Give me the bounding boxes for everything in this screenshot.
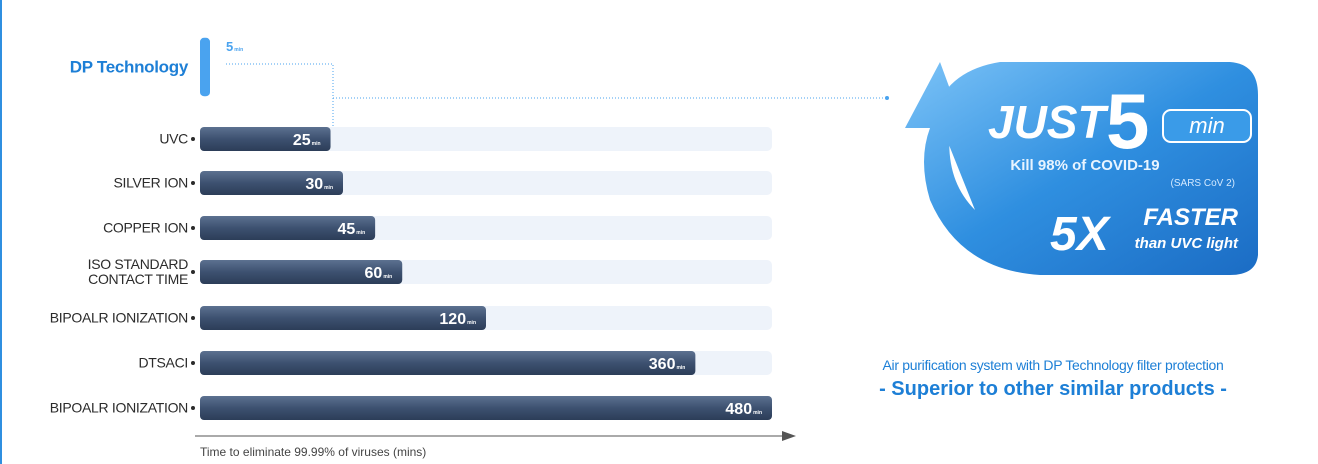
label-dot xyxy=(191,361,195,365)
category-label: SILVER ION xyxy=(113,176,188,191)
value-unit: min xyxy=(753,410,762,416)
badge-factor: 5X xyxy=(1050,208,1112,261)
value-unit: min xyxy=(234,47,243,53)
badge-number: 5 xyxy=(1106,77,1149,165)
value-number: 30 xyxy=(305,176,323,193)
category-label: BIPOALR IONIZATION xyxy=(50,311,188,326)
label-dot xyxy=(191,270,195,274)
left-edge xyxy=(0,0,2,464)
badge: JUST 5 min Kill 98% of COVID-19 (SARS Co… xyxy=(905,62,1258,275)
caption-line1: Air purification system with DP Technolo… xyxy=(818,357,1288,373)
label-dot xyxy=(191,316,195,320)
value-unit: min xyxy=(324,185,333,191)
x-axis-label: Time to eliminate 99.99% of viruses (min… xyxy=(200,445,426,459)
value-unit: min xyxy=(467,320,476,326)
value-number: 60 xyxy=(365,265,383,282)
bar xyxy=(200,351,695,375)
category-label: COPPER ION xyxy=(103,221,188,236)
category-label: DTSACI xyxy=(138,356,188,371)
bar xyxy=(200,127,331,151)
label-dot xyxy=(191,226,195,230)
badge-line1: Kill 98% of COVID-19 xyxy=(1010,157,1159,174)
category-label: BIPOALR IONIZATION xyxy=(50,401,188,416)
label-dot xyxy=(191,181,195,185)
value-number: 25 xyxy=(293,132,311,149)
category-label: UVC xyxy=(159,132,188,147)
category-label: ISO STANDARD CONTACT TIME xyxy=(88,257,188,287)
category-label: DP Technology xyxy=(70,60,188,75)
badge-faster: FASTER xyxy=(1143,204,1238,231)
badge-than: than UVC light xyxy=(1135,235,1239,252)
value-number: 5 xyxy=(226,39,233,54)
label-dot xyxy=(191,406,195,410)
value-unit: min xyxy=(356,230,365,236)
x-axis-arrow xyxy=(782,431,796,441)
value-unit: min xyxy=(383,274,392,280)
bar xyxy=(200,38,210,96)
badge-line2: (SARS CoV 2) xyxy=(1171,178,1235,189)
value-label: 5min xyxy=(226,39,243,54)
badge-unit: min xyxy=(1189,113,1224,138)
bar xyxy=(200,396,772,420)
connector-dot xyxy=(885,96,889,100)
badge-lead: JUST xyxy=(988,96,1109,148)
value-number: 480 xyxy=(725,401,752,418)
value-number: 120 xyxy=(439,311,466,328)
caption-line2: - Superior to other similar products - xyxy=(818,378,1288,401)
value-number: 360 xyxy=(649,356,676,373)
label-dot xyxy=(191,137,195,141)
value-unit: min xyxy=(312,141,321,147)
value-number: 45 xyxy=(337,221,355,238)
page: Time to eliminate 99.99% of viruses (min… xyxy=(0,0,1318,464)
value-unit: min xyxy=(676,365,685,371)
